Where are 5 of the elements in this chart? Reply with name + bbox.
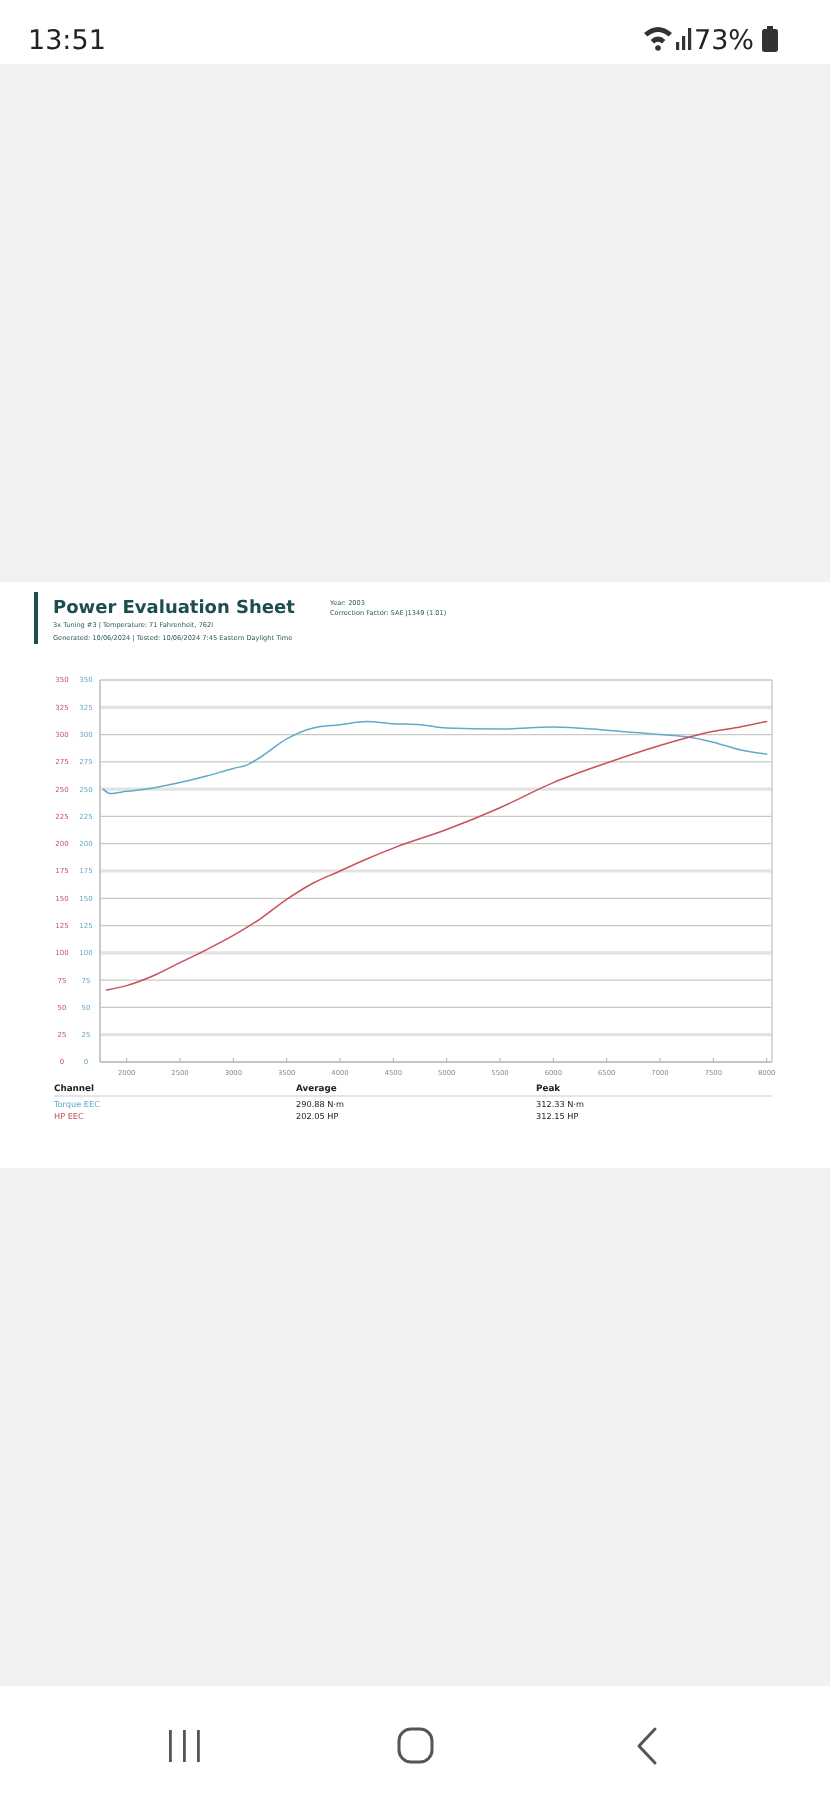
line-series [105, 720, 768, 991]
text: 13:51 [28, 25, 106, 57]
text: 73% [693, 25, 755, 57]
chart-title: Power Evaluation Sheet [53, 599, 297, 619]
line-series [102, 720, 768, 795]
